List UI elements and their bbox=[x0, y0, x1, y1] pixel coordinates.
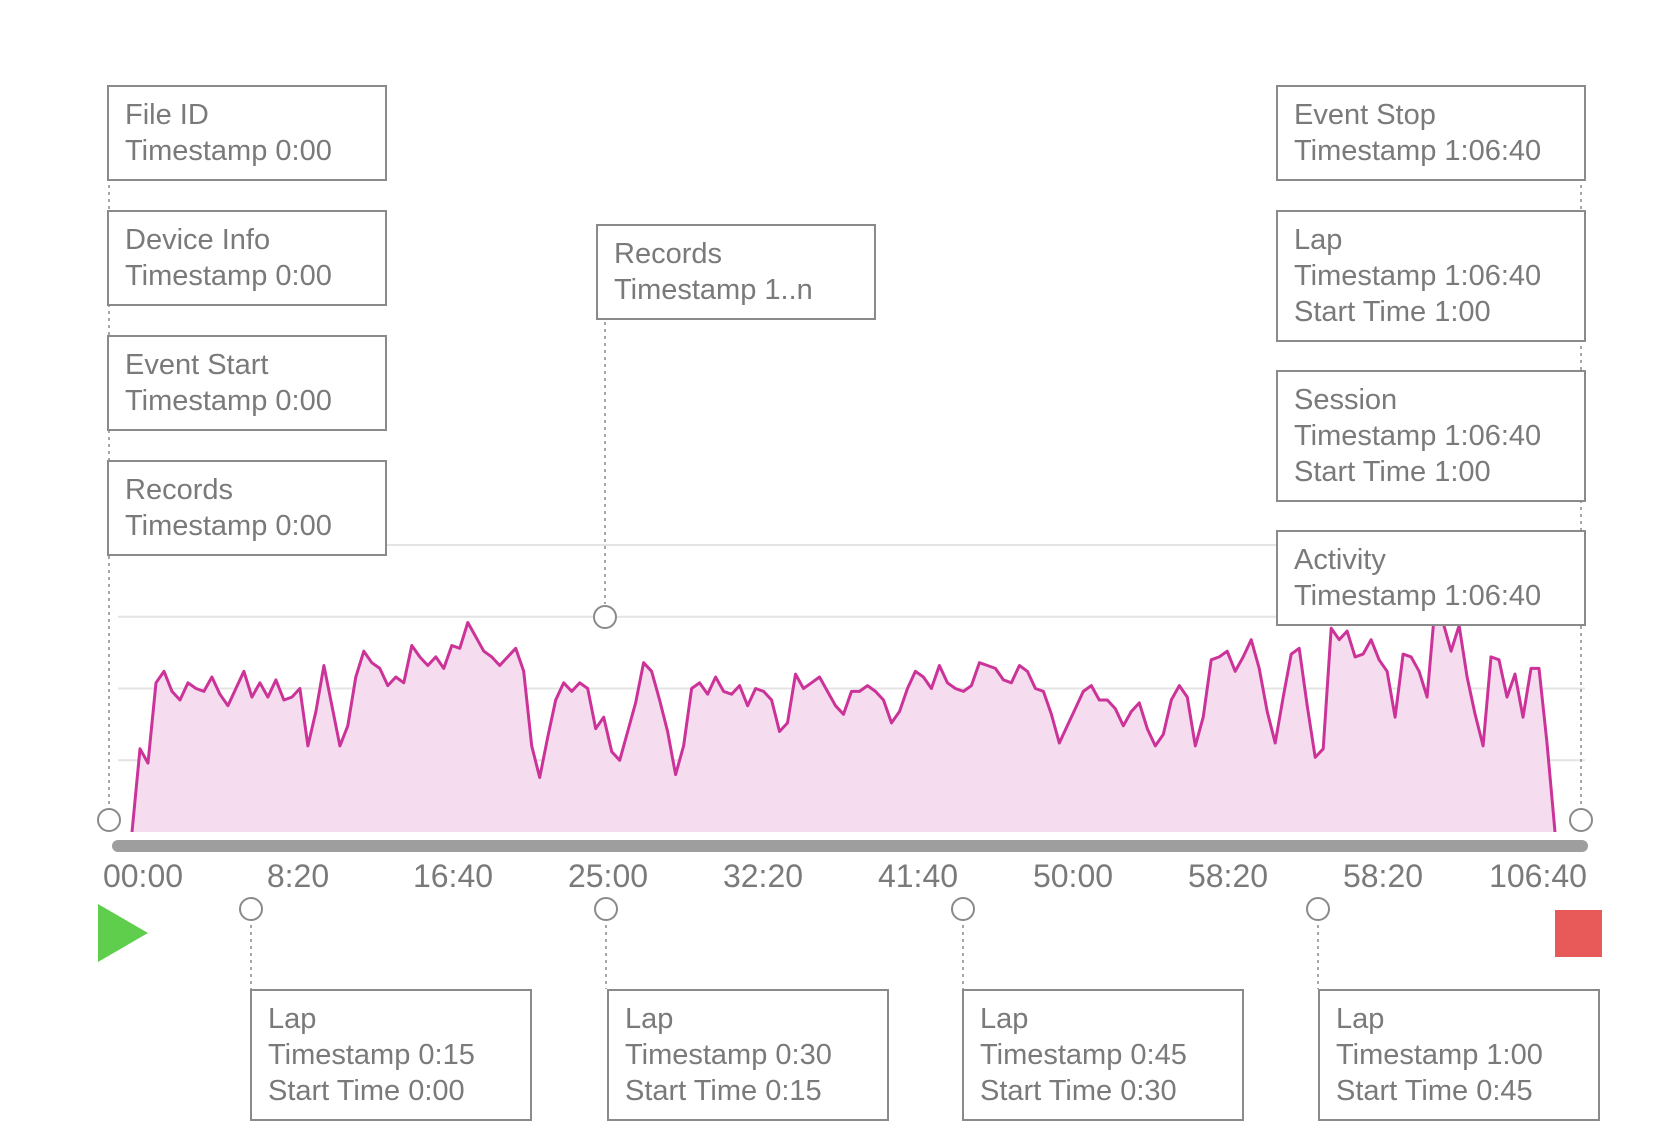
timeline-marker bbox=[97, 808, 121, 832]
file-id-box: File ID Timestamp 0:00 bbox=[107, 85, 387, 181]
x-tick-label: 58:20 bbox=[1342, 858, 1424, 894]
timeline-marker bbox=[951, 897, 975, 921]
box-timestamp: Timestamp 0:30 bbox=[625, 1039, 832, 1071]
box-name: Session bbox=[1294, 384, 1398, 416]
x-tick-label: 25:00 bbox=[567, 858, 649, 894]
heart-rate-area bbox=[132, 605, 1555, 832]
lap-box-1: Lap Timestamp 0:15 Start Time 0:00 bbox=[250, 989, 532, 1121]
event-start-box: Event Start Timestamp 0:00 bbox=[107, 335, 387, 431]
box-start-time: Start Time 0:00 bbox=[268, 1075, 465, 1107]
box-name: Records bbox=[125, 474, 233, 506]
x-tick-label: 16:40 bbox=[412, 858, 494, 894]
box-start-time: Start Time 0:45 bbox=[1336, 1075, 1533, 1107]
box-timestamp: Timestamp 0:00 bbox=[125, 135, 332, 167]
box-timestamp: Timestamp 0:00 bbox=[125, 385, 332, 417]
box-start-time: Start Time 0:30 bbox=[980, 1075, 1177, 1107]
session-box: Session Timestamp 1:06:40 Start Time 1:0… bbox=[1276, 370, 1586, 502]
box-name: Activity bbox=[1294, 544, 1386, 576]
play-triangle-icon[interactable] bbox=[98, 904, 148, 962]
box-name: File ID bbox=[125, 99, 209, 131]
x-tick-label: 106:40 bbox=[1489, 858, 1587, 894]
box-timestamp: Timestamp 0:00 bbox=[125, 510, 332, 542]
records-start-box: Records Timestamp 0:00 bbox=[107, 460, 387, 556]
activity-box: Activity Timestamp 1:06:40 bbox=[1276, 530, 1586, 626]
device-info-box: Device Info Timestamp 0:00 bbox=[107, 210, 387, 306]
box-timestamp: Timestamp 0:45 bbox=[980, 1039, 1187, 1071]
lap-box-2: Lap Timestamp 0:30 Start Time 0:15 bbox=[607, 989, 889, 1121]
box-timestamp: Timestamp 0:00 bbox=[125, 260, 332, 292]
lap-box-4: Lap Timestamp 1:00 Start Time 0:45 bbox=[1318, 989, 1600, 1121]
box-start-time: Start Time 1:00 bbox=[1294, 296, 1491, 328]
box-name: Lap bbox=[1336, 1003, 1385, 1035]
box-name: Records bbox=[614, 238, 722, 270]
box-name: Lap bbox=[980, 1003, 1029, 1035]
box-name: Event Start bbox=[125, 349, 269, 381]
lap-box-3: Lap Timestamp 0:45 Start Time 0:30 bbox=[962, 989, 1244, 1121]
box-timestamp: Timestamp 1:00 bbox=[1336, 1039, 1543, 1071]
x-tick-label: 50:00 bbox=[1032, 858, 1114, 894]
timeline-marker bbox=[593, 605, 617, 629]
box-name: Event Stop bbox=[1294, 99, 1436, 131]
x-tick-label: 41:40 bbox=[877, 858, 959, 894]
box-name: Device Info bbox=[125, 224, 271, 256]
timeline-marker bbox=[239, 897, 263, 921]
box-timestamp: Timestamp 1:06:40 bbox=[1294, 260, 1542, 292]
timeline-marker bbox=[594, 897, 618, 921]
x-tick-label: 58:20 bbox=[1187, 858, 1269, 894]
box-timestamp: Timestamp 1:06:40 bbox=[1294, 580, 1542, 612]
box-name: Lap bbox=[1294, 224, 1343, 256]
box-name: Lap bbox=[625, 1003, 674, 1035]
markers bbox=[97, 605, 1593, 921]
x-tick-label: 00:00 bbox=[102, 858, 184, 894]
box-timestamp: Timestamp 1:06:40 bbox=[1294, 135, 1542, 167]
box-timestamp: Timestamp 1..n bbox=[614, 274, 813, 306]
box-name: Lap bbox=[268, 1003, 317, 1035]
timeline-scrubber-bar[interactable] bbox=[112, 840, 1588, 852]
x-tick-label: 32:20 bbox=[722, 858, 804, 894]
timeline-marker bbox=[1569, 808, 1593, 832]
box-timestamp: Timestamp 1:06:40 bbox=[1294, 420, 1542, 452]
heart-rate-line bbox=[130, 603, 1557, 833]
box-timestamp: Timestamp 0:15 bbox=[268, 1039, 475, 1071]
timeline-marker bbox=[1306, 897, 1330, 921]
lap-end-box: Lap Timestamp 1:06:40 Start Time 1:00 bbox=[1276, 210, 1586, 342]
records-middle-box: Records Timestamp 1..n bbox=[596, 224, 876, 320]
box-start-time: Start Time 0:15 bbox=[625, 1075, 822, 1107]
event-stop-box: Event Stop Timestamp 1:06:40 bbox=[1276, 85, 1586, 181]
x-tick-label: 8:20 bbox=[266, 858, 330, 894]
stop-square-icon[interactable] bbox=[1555, 910, 1602, 957]
box-start-time: Start Time 1:00 bbox=[1294, 456, 1491, 488]
